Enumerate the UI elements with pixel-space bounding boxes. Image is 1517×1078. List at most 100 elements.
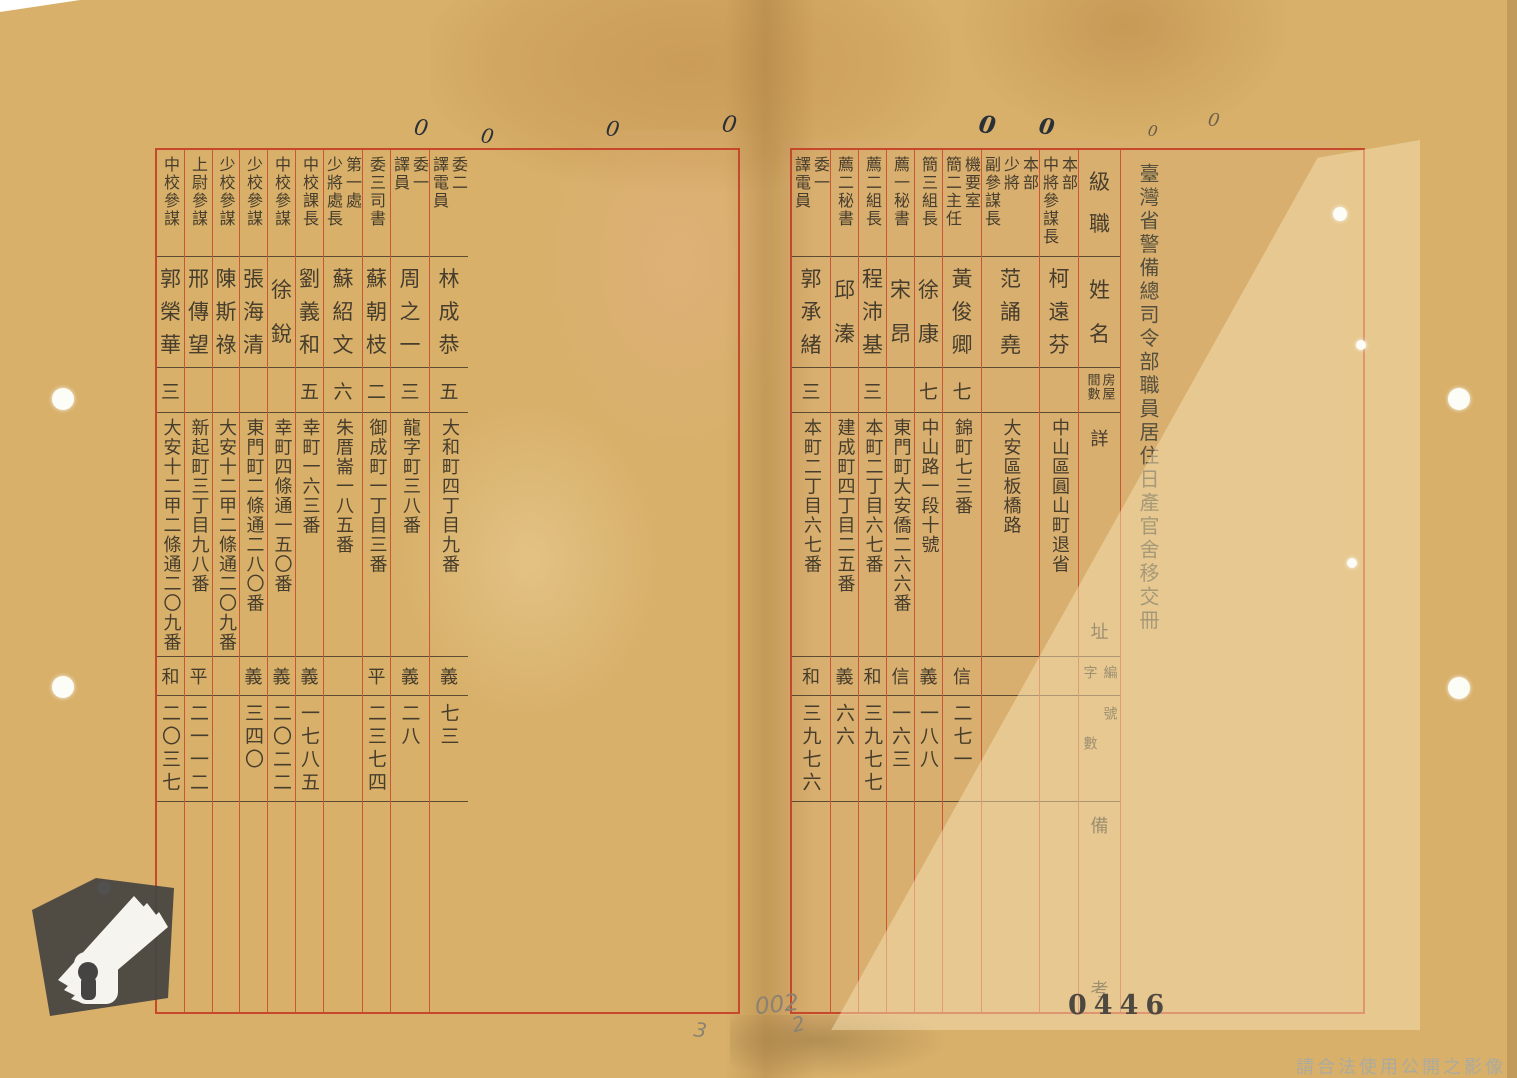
name-char: 文 — [332, 333, 354, 357]
name-text: 蘇紹文 — [324, 257, 362, 367]
name-cell: 范誦堯 — [982, 257, 1039, 368]
rank-line: 本部 — [1059, 156, 1078, 192]
person-column: 本部 少將 副參謀長范誦堯大安區板橋路 — [982, 150, 1040, 1012]
name-cell: 劉義和 — [296, 257, 323, 368]
name-cell: 程沛基 — [859, 257, 886, 368]
remarks-cell — [831, 802, 858, 1012]
name-char: 徐 — [271, 278, 292, 302]
serial-num-cell: 三九七六 — [792, 696, 830, 802]
person-column: 本部 中將參謀長柯遠芬中山區圓山町退省 — [1040, 150, 1079, 1012]
name-char: 遠 — [1048, 300, 1070, 324]
serial-num: 二〇二二 — [270, 703, 292, 795]
serial-zi: 義 — [835, 667, 854, 688]
name-char: 范 — [1000, 267, 1021, 291]
person-column: 上尉參謀邢傳望新起町三丁目九八番平二一一二 — [185, 150, 213, 1012]
address-text: 本町二丁目六七番 — [862, 418, 884, 574]
name-char: 朝 — [366, 300, 387, 324]
name-cell: 蘇朝枝 — [363, 257, 390, 368]
rooms-label-line1: 房屋 — [1099, 373, 1115, 401]
pencil-mark: 3 — [692, 1017, 709, 1043]
address-cell: 大安十二甲二條通二〇九番 — [213, 413, 239, 657]
rank-text: 少校參謀 — [244, 150, 263, 256]
person-column: 薦一秘書宋昂東門町大安僑二六六番信一六三 — [887, 150, 915, 1012]
right-page-table: 委一 譯電員郭承緒三本町二丁目六七番和三九七六 薦二秘書邱溱建成町四丁目二五番義六六… — [790, 148, 1365, 1014]
rank-line: 薦二秘書 — [835, 156, 854, 228]
person-column: 委一 譯電員郭承緒三本町二丁目六七番和三九七六 — [792, 150, 831, 1012]
serial-num: 二〇三七 — [159, 703, 181, 795]
serial-label-main: 編 — [1101, 665, 1118, 679]
rank-line: 中將參謀長 — [1040, 156, 1059, 246]
serial-zi: 義 — [401, 667, 419, 688]
address-label-top: 詳 — [1090, 429, 1109, 450]
address-cell: 龍字町三八番 — [391, 413, 429, 657]
name-char: 紹 — [332, 300, 354, 324]
serial-num-cell: 二一一二 — [185, 696, 212, 802]
paper-edge — [0, 0, 80, 12]
person-column: 中校課長劉義和五幸町一六三番義一七八五 — [296, 150, 324, 1012]
name-text: 黃俊卿 — [943, 257, 981, 367]
serial-num-cell: 二八 — [391, 696, 429, 802]
name-char: 枝 — [366, 333, 387, 357]
serial-num: 二三七四 — [365, 703, 387, 795]
person-column: 簡三組長徐康七中山路一段十號義一八八 — [915, 150, 943, 1012]
serial-num-label-cell: 號 數 — [1079, 696, 1120, 802]
name-char: 邱 — [834, 278, 855, 302]
serial-zi-cell — [324, 657, 362, 696]
punch-hole — [1347, 558, 1357, 568]
serial-zi-cell: 義 — [831, 657, 858, 696]
serial-zi-cell: 義 — [430, 657, 468, 696]
address-cell: 本町二丁目六七番 — [859, 413, 886, 657]
serial-zi: 信 — [891, 667, 910, 688]
rank-cell: 少校參謀 — [240, 150, 267, 257]
name-text: 范誦堯 — [982, 257, 1039, 367]
rooms-cell — [240, 368, 267, 413]
name-char: 基 — [862, 333, 883, 357]
name-char: 望 — [188, 333, 209, 357]
serial-zi-cell: 和 — [859, 657, 886, 696]
rank-text: 中校課長 — [300, 150, 319, 256]
remarks-cell — [792, 802, 830, 1012]
person-column: 第一處 少將處長蘇紹文六朱厝崙一八五番 — [324, 150, 363, 1012]
rank-cell: 委二 譯電員 — [430, 150, 468, 257]
address-cell: 建成町四丁目二五番 — [831, 413, 858, 657]
rank-line: 中校參謀 — [272, 156, 291, 228]
serial-num-label: 號 數 — [1080, 696, 1120, 801]
name-char: 郭 — [800, 267, 822, 291]
name-cell: 徐銳 — [268, 257, 295, 368]
rooms-count: 三 — [862, 380, 882, 403]
person-column: 委一 譯員周之一三龍字町三八番義二八 — [391, 150, 430, 1012]
serial-num: 二七一 — [950, 703, 973, 772]
serial-zi: 和 — [863, 667, 882, 688]
serial-zi-cell — [1040, 657, 1078, 696]
rank-text: 薦二秘書 — [835, 150, 854, 256]
serial-num-cell: 一八八 — [915, 696, 942, 802]
serial-zi: 和 — [802, 667, 820, 688]
name-char: 承 — [800, 300, 822, 324]
name-char: 芬 — [1048, 333, 1070, 357]
address-text: 龍字町三八番 — [400, 418, 421, 535]
name-char: 陳 — [215, 267, 237, 291]
serial-zi: 平 — [367, 667, 386, 688]
address-cell: 朱厝崙一八五番 — [324, 413, 362, 657]
name-cell: 張海清 — [240, 257, 267, 368]
name-cell: 陳斯祿 — [213, 257, 239, 368]
name-text: 邢傳望 — [185, 257, 212, 367]
handwritten-zero: 0 — [976, 108, 998, 141]
serial-label: 編 字 — [1080, 657, 1120, 695]
serial-zi-cell: 義 — [296, 657, 323, 696]
name-text: 蘇朝枝 — [363, 257, 390, 367]
handwritten-zero: 0 — [604, 116, 622, 142]
name-char: 昂 — [890, 322, 911, 346]
rank-cell: 本部 中將參謀長 — [1040, 150, 1078, 257]
rank-text: 中校參謀 — [161, 150, 180, 256]
name-cell: 邱溱 — [831, 257, 858, 368]
name-char: 俊 — [951, 300, 973, 324]
name-text: 郭承緒 — [792, 257, 830, 367]
serial-num: 一八八 — [917, 703, 939, 772]
rank-line: 少校參謀 — [216, 156, 236, 228]
rank-text: 薦二組長 — [863, 150, 882, 256]
name-text: 劉義和 — [296, 257, 323, 367]
rank-line: 簡三組長 — [919, 156, 938, 228]
rooms-label-cell: 房屋 間數 — [1079, 368, 1120, 413]
name-char: 緒 — [800, 333, 822, 357]
